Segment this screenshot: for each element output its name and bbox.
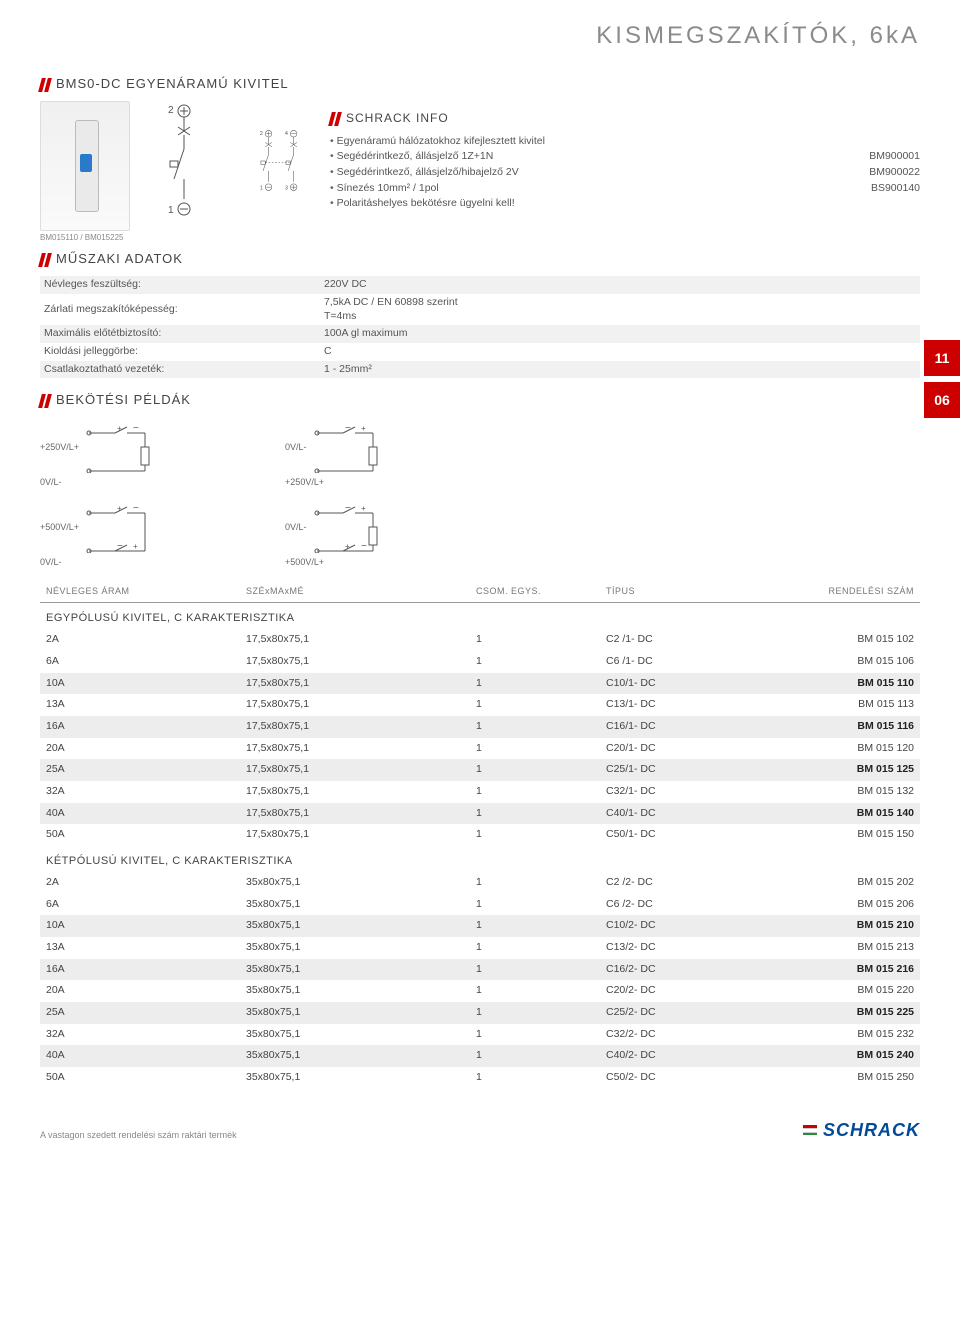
svg-text:2: 2 xyxy=(260,131,263,137)
wiring-row-1: +250V/L+ +− 0V/L- 0V/L- − + xyxy=(40,423,920,489)
th-dim: SZÉxMAxMÉ xyxy=(240,582,470,602)
svg-text:−: − xyxy=(345,503,351,514)
svg-text:−: − xyxy=(117,541,123,552)
logo-text: SCHRACK xyxy=(823,1119,920,1142)
schrack-info: SCHRACK INFO Egyenáramú hálózatokhoz kif… xyxy=(330,101,920,213)
wlabel: 0V/L- xyxy=(285,522,307,534)
group-header: KÉTPÓLUSÚ KIVITEL, C KARAKTERISZTIKA xyxy=(40,846,920,872)
table-row: 20A35x80x75,11C20/2- DCBM 015 220 xyxy=(40,980,920,1002)
table-row: 2A35x80x75,11C2 /2- DCBM 015 202 xyxy=(40,872,920,894)
table-row: 6A17,5x80x75,11C6 /1- DCBM 015 106 xyxy=(40,651,920,673)
wlabel: 0V/L- xyxy=(285,442,307,454)
wiring-example-a: +250V/L+ +− 0V/L- xyxy=(40,423,225,489)
table-row: 16A17,5x80x75,11C16/1- DCBM 015 116 xyxy=(40,716,920,738)
table-row: 6A35x80x75,11C6 /2- DCBM 015 206 xyxy=(40,894,920,916)
wiring-example-b: 0V/L- − + +250V/L+ xyxy=(285,423,472,489)
schematics: 2 1 2 1 4 xyxy=(150,101,310,221)
table-row: 50A35x80x75,11C50/2- DCBM 015 250 xyxy=(40,1067,920,1089)
tech-row: Névleges feszültség:220V DC xyxy=(40,276,920,294)
tab-11: 11 xyxy=(924,340,960,376)
table-row: 25A17,5x80x75,11C25/1- DCBM 015 125 xyxy=(40,759,920,781)
footnote: A vastagon szedett rendelési szám raktár… xyxy=(40,1130,237,1142)
wiring-example-c: +500V/L+ +− −+ 0V/L- xyxy=(40,503,225,569)
section-wiring: BEKÖTÉSI PÉLDÁK xyxy=(40,392,920,409)
info-list: Egyenáramú hálózatokhoz kifejlesztett ki… xyxy=(330,135,920,211)
group-header: EGYPÓLUSÚ KIVITEL, C KARAKTERISZTIKA xyxy=(40,603,920,630)
svg-text:3: 3 xyxy=(285,185,288,191)
section-title-text: BMS0-DC EGYENÁRAMÚ KIVITEL xyxy=(56,76,289,93)
svg-text:−: − xyxy=(345,423,351,434)
schematic-2pole: 2 1 4 3 xyxy=(250,101,310,221)
table-row: 32A17,5x80x75,11C32/1- DCBM 015 132 xyxy=(40,781,920,803)
table-row: 10A17,5x80x75,11C10/1- DCBM 015 110 xyxy=(40,673,920,695)
svg-text:2: 2 xyxy=(168,105,174,116)
th-type: TÍPUS xyxy=(600,582,740,602)
footer: A vastagon szedett rendelési szám raktár… xyxy=(40,1119,920,1142)
wlabel: 0V/L- xyxy=(40,557,62,569)
svg-text:+: + xyxy=(361,504,366,513)
tech-row: Kioldási jelleggörbe:C xyxy=(40,343,920,361)
product-image xyxy=(40,101,130,231)
wiring-title: BEKÖTÉSI PÉLDÁK xyxy=(56,392,191,409)
svg-text:+: + xyxy=(361,424,366,433)
slash-icon xyxy=(40,253,50,267)
wlabel: +500V/L+ xyxy=(40,522,79,534)
table-row: 25A35x80x75,11C25/2- DCBM 015 225 xyxy=(40,1002,920,1024)
wlabel: +250V/L+ xyxy=(40,442,79,454)
section-tech: MŰSZAKI ADATOK xyxy=(40,251,920,268)
table-row: 32A35x80x75,11C32/2- DCBM 015 232 xyxy=(40,1024,920,1046)
tech-row: Maximális előtétbiztosító:100A gl maximu… xyxy=(40,325,920,343)
table-row: 40A35x80x75,11C40/2- DCBM 015 240 xyxy=(40,1045,920,1067)
wiring-example-d: 0V/L- −+ +− +500V/L+ xyxy=(285,503,472,569)
table-row: 50A17,5x80x75,11C50/1- DCBM 015 150 xyxy=(40,824,920,846)
info-item: Polaritáshelyes bekötésre ügyelni kell! xyxy=(330,197,920,211)
table-row: 20A17,5x80x75,11C20/1- DCBM 015 120 xyxy=(40,738,920,760)
tech-row: Zárlati megszakítóképesség:7,5kA DC / EN… xyxy=(40,294,920,325)
info-item: Segédérintkező, állásjelző/hibajelző 2VB… xyxy=(330,166,920,180)
svg-text:−: − xyxy=(133,503,139,514)
table-row: 40A17,5x80x75,11C40/1- DCBM 015 140 xyxy=(40,803,920,825)
header-row: BM015110 / BM015225 2 1 2 xyxy=(40,101,920,243)
info-item: Sínezés 10mm² / 1polBS900140 xyxy=(330,182,920,196)
slash-icon xyxy=(330,112,340,126)
tech-table: Névleges feszültség:220V DCZárlati megsz… xyxy=(40,276,920,378)
product-block: BM015110 / BM015225 xyxy=(40,101,130,243)
svg-text:4: 4 xyxy=(285,131,288,137)
svg-text:+: + xyxy=(133,542,138,551)
tech-row: Csatlakoztatható vezeték:1 - 25mm² xyxy=(40,361,920,379)
side-tabs: 11 06 xyxy=(924,340,960,418)
th-pack: CSOM. EGYS. xyxy=(470,582,600,602)
page-title: KISMEGSZAKÍTÓK, 6kA xyxy=(40,20,920,51)
product-table: NÉVLEGES ÁRAM SZÉxMAxMÉ CSOM. EGYS. TÍPU… xyxy=(40,582,920,1088)
table-row: 16A35x80x75,11C16/2- DCBM 015 216 xyxy=(40,959,920,981)
wlabel: 0V/L- xyxy=(40,477,62,489)
tech-title: MŰSZAKI ADATOK xyxy=(56,251,183,268)
table-row: 13A17,5x80x75,11C13/1- DCBM 015 113 xyxy=(40,694,920,716)
wlabel: +500V/L+ xyxy=(285,557,324,569)
table-row: 10A35x80x75,11C10/2- DCBM 015 210 xyxy=(40,915,920,937)
schrack-logo: SCHRACK xyxy=(803,1119,920,1142)
svg-text:1: 1 xyxy=(260,185,263,191)
section-bms0-dc: BMS0-DC EGYENÁRAMÚ KIVITEL xyxy=(40,76,920,93)
wiring-row-2: +500V/L+ +− −+ 0V/L- 0V/L- −+ xyxy=(40,503,920,569)
flag-icon xyxy=(803,1125,817,1135)
table-header-row: NÉVLEGES ÁRAM SZÉxMAxMÉ CSOM. EGYS. TÍPU… xyxy=(40,582,920,602)
info-title: SCHRACK INFO xyxy=(346,111,449,127)
th-order: RENDELÉSI SZÁM xyxy=(740,582,920,602)
schematic-1pole: 2 1 xyxy=(150,101,210,221)
svg-text:−: − xyxy=(361,541,367,552)
info-item: Segédérintkező, állásjelző 1Z+1NBM900001 xyxy=(330,150,920,164)
product-caption: BM015110 / BM015225 xyxy=(40,233,130,243)
tab-06: 06 xyxy=(924,382,960,418)
slash-icon xyxy=(40,394,50,408)
table-row: 2A17,5x80x75,11C2 /1- DCBM 015 102 xyxy=(40,629,920,651)
svg-text:1: 1 xyxy=(168,205,174,216)
info-item: Egyenáramú hálózatokhoz kifejlesztett ki… xyxy=(330,135,920,149)
svg-text:−: − xyxy=(133,423,139,434)
slash-icon xyxy=(40,78,50,92)
wlabel: +250V/L+ xyxy=(285,477,324,489)
th-current: NÉVLEGES ÁRAM xyxy=(40,582,240,602)
table-row: 13A35x80x75,11C13/2- DCBM 015 213 xyxy=(40,937,920,959)
